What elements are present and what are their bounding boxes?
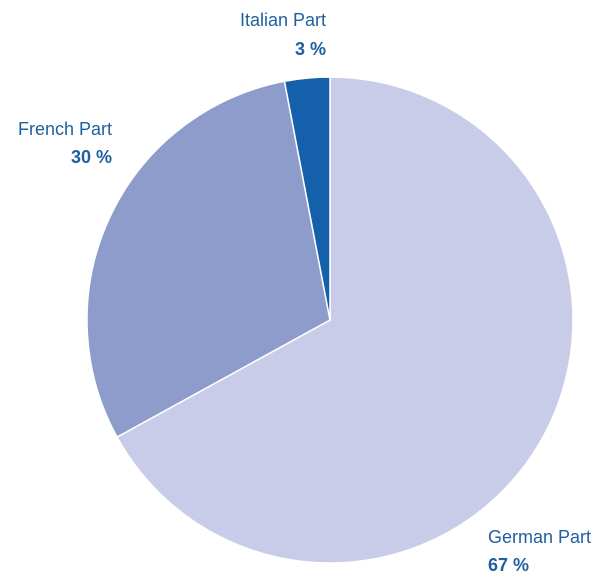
- slice-label: French Part: [18, 119, 112, 139]
- pie-slice: [116, 76, 574, 564]
- slice-value-label: 30 %: [71, 147, 112, 167]
- slice-label: German Part: [488, 527, 591, 547]
- slice-value-label: 67 %: [488, 555, 529, 575]
- pie-slice: [283, 76, 331, 321]
- pie-slice: [86, 80, 331, 439]
- slice-label: Italian Part: [240, 10, 326, 30]
- slice-value-label: 3 %: [295, 39, 326, 59]
